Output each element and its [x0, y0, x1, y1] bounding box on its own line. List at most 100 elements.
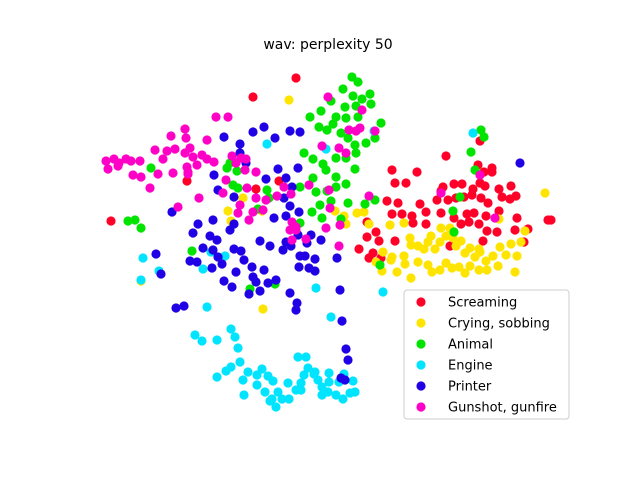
data-point — [436, 188, 446, 198]
data-point — [296, 385, 306, 395]
data-point — [362, 232, 372, 242]
data-point — [426, 231, 436, 241]
data-point — [136, 223, 146, 233]
data-point — [393, 198, 403, 208]
data-point — [209, 170, 219, 180]
data-point — [188, 228, 198, 238]
data-point — [213, 252, 223, 262]
data-point — [208, 245, 218, 255]
data-point — [325, 203, 335, 213]
legend-marker — [416, 318, 426, 328]
data-point — [296, 378, 306, 388]
data-point — [415, 199, 425, 209]
data-point — [482, 265, 492, 275]
data-point — [202, 154, 212, 164]
data-point — [226, 362, 236, 372]
data-point — [239, 390, 249, 400]
data-point — [336, 128, 346, 138]
data-point — [360, 199, 370, 209]
data-point — [279, 182, 289, 192]
legend-marker — [416, 360, 426, 370]
data-point — [332, 253, 342, 263]
data-point — [233, 208, 243, 218]
data-point — [390, 236, 400, 246]
data-point — [293, 163, 303, 173]
data-point — [314, 122, 324, 132]
data-point — [400, 259, 410, 269]
data-point — [311, 187, 321, 197]
data-point — [279, 193, 289, 203]
data-point — [263, 278, 273, 288]
data-point — [284, 95, 294, 105]
data-point — [334, 241, 344, 251]
data-point — [208, 215, 218, 225]
data-point — [316, 106, 326, 116]
data-point — [350, 164, 360, 174]
data-point — [331, 153, 341, 163]
data-point — [146, 163, 156, 173]
data-point — [255, 286, 265, 296]
data-point — [488, 251, 498, 261]
data-point — [205, 231, 215, 241]
data-point — [479, 132, 489, 142]
data-point — [248, 127, 258, 137]
data-point — [273, 387, 283, 397]
data-point — [317, 390, 327, 400]
data-point — [240, 165, 250, 175]
data-point — [217, 259, 227, 269]
data-point — [386, 255, 396, 265]
data-point — [316, 235, 326, 245]
data-point — [293, 352, 303, 362]
data-point — [495, 242, 505, 252]
data-point — [305, 112, 315, 122]
data-point — [257, 364, 267, 374]
data-point — [443, 195, 453, 205]
data-point — [209, 157, 219, 167]
data-point — [262, 139, 272, 149]
legend-items: Screaming Crying, sobbing Animal Engine Prin… — [416, 296, 557, 416]
data-point — [229, 244, 239, 254]
data-point — [171, 303, 181, 313]
data-point — [262, 185, 272, 195]
data-point — [317, 213, 327, 223]
data-point — [441, 258, 451, 268]
data-point — [337, 316, 347, 326]
data-point — [387, 165, 397, 175]
data-point — [291, 73, 301, 83]
data-point — [239, 255, 249, 265]
data-point — [223, 206, 233, 216]
data-point — [268, 376, 278, 386]
data-point — [168, 168, 178, 178]
data-point — [436, 223, 446, 233]
data-point — [232, 166, 242, 176]
data-point — [455, 192, 465, 202]
data-point — [218, 188, 228, 198]
data-point — [501, 250, 511, 260]
data-point — [397, 209, 407, 219]
data-point — [211, 112, 221, 122]
data-point — [258, 304, 268, 314]
data-point — [151, 249, 161, 259]
data-point — [198, 264, 208, 274]
data-point — [399, 251, 409, 261]
data-point — [406, 240, 416, 250]
data-point — [324, 368, 334, 378]
data-point — [265, 396, 275, 406]
data-point — [354, 244, 364, 254]
legend-marker — [416, 381, 426, 391]
series-gunshot-gunfire — [101, 92, 500, 251]
data-point — [286, 189, 296, 199]
data-point — [374, 236, 384, 246]
legend-label: Screaming — [448, 296, 517, 311]
data-point — [370, 126, 380, 136]
data-point — [277, 394, 287, 404]
data-point — [304, 180, 314, 190]
data-point — [465, 261, 475, 271]
data-point — [456, 236, 466, 246]
data-point — [357, 105, 367, 115]
data-point — [326, 196, 336, 206]
data-point — [516, 237, 526, 247]
data-point — [323, 92, 333, 102]
data-point — [435, 265, 445, 275]
data-point — [361, 138, 371, 148]
